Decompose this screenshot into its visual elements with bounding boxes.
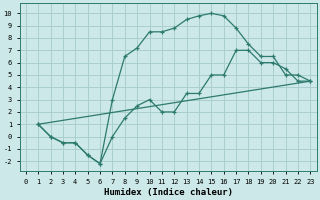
X-axis label: Humidex (Indice chaleur): Humidex (Indice chaleur) bbox=[104, 188, 233, 197]
